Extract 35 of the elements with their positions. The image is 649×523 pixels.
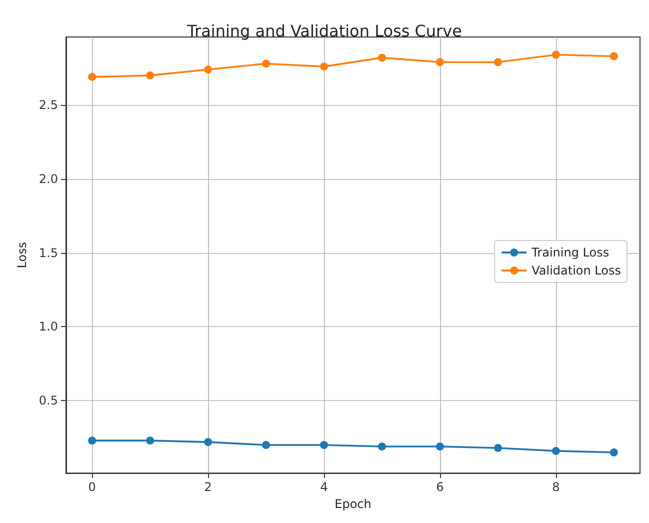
point: [88, 72, 96, 81]
point: [262, 441, 270, 450]
x-tick-label: 4: [320, 480, 328, 494]
point: [204, 66, 212, 74]
point: [494, 58, 502, 66]
point: [320, 62, 328, 71]
y-tick-label: 2.5: [38, 98, 58, 112]
point: [88, 436, 96, 445]
y-axis-title: Loss: [15, 242, 29, 268]
point: [610, 52, 618, 60]
x-tick-label: 8: [552, 480, 560, 494]
point: [378, 54, 386, 62]
y-tick-label: 0.5: [38, 394, 58, 408]
point: [436, 58, 444, 66]
point: [146, 71, 154, 80]
x-tick-label: 6: [436, 480, 444, 494]
legend-label: Validation Loss: [532, 264, 621, 278]
chart-title: Training and Validation Loss Curve: [186, 22, 462, 40]
point: [436, 442, 444, 450]
point: [146, 436, 154, 445]
y-tick-label: 1.5: [38, 246, 58, 260]
point: [552, 446, 560, 455]
point: [204, 438, 212, 446]
point: [378, 442, 386, 450]
point: [262, 60, 270, 68]
point: [610, 448, 618, 456]
point: [494, 444, 502, 452]
point: [320, 441, 328, 450]
legend-label: Training Loss: [530, 246, 610, 260]
point: [552, 50, 560, 59]
y-tick-label: 1.0: [38, 320, 58, 334]
x-axis-title: Epoch: [334, 497, 372, 511]
x-tick-label: 0: [88, 480, 96, 494]
y-tick-label: 2.0: [38, 172, 58, 186]
x-tick-label: 2: [204, 480, 212, 494]
